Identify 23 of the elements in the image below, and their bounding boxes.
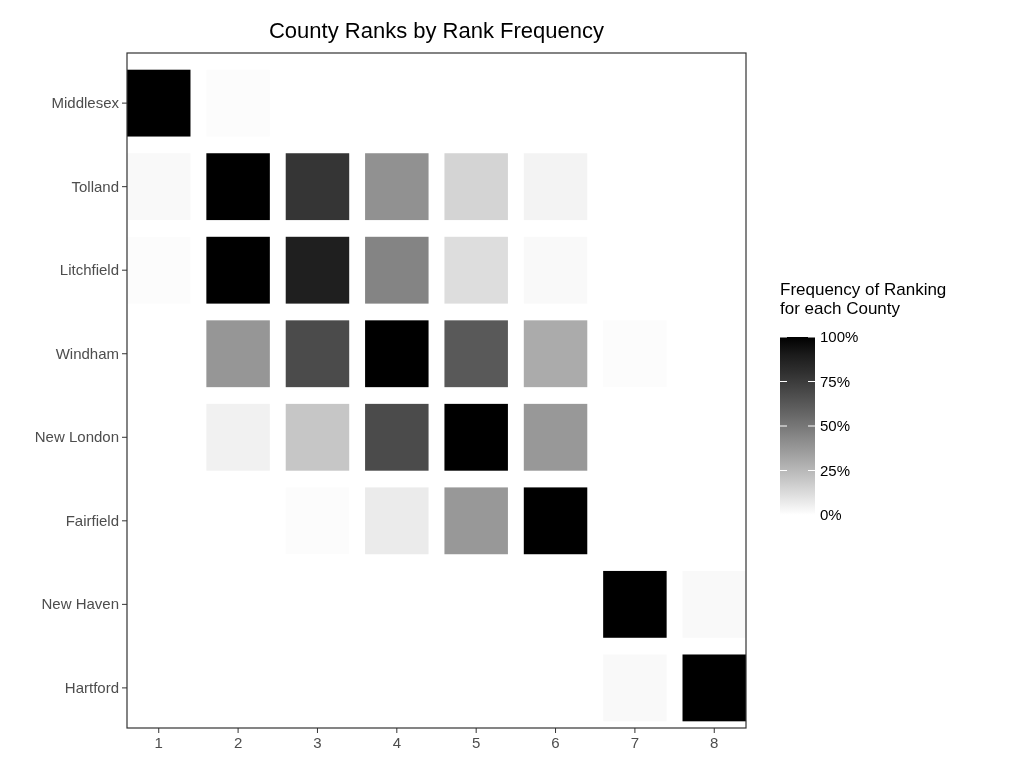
color-bar-label: 50% bbox=[820, 417, 851, 434]
y-tick-label: Fairfield bbox=[65, 511, 119, 529]
y-tick-label: New London bbox=[34, 428, 119, 446]
y-tick-label: New Haven bbox=[41, 595, 119, 613]
color-bar-label: 75% bbox=[820, 372, 851, 390]
x-tick-label: 1 bbox=[154, 734, 163, 751]
legend-title: Frequency of Ranking for each County bbox=[780, 280, 947, 318]
y-tick-label: Middlesex bbox=[51, 94, 120, 112]
color-bar-label: 25% bbox=[820, 461, 851, 479]
x-tick-label: 5 bbox=[472, 734, 481, 751]
x-tick-label: 8 bbox=[710, 734, 719, 751]
x-tick-label: 7 bbox=[630, 734, 640, 751]
y-tick-label: Windham bbox=[55, 344, 119, 362]
x-tick-label: 6 bbox=[551, 734, 560, 751]
color-bar-label: 100% bbox=[820, 328, 859, 345]
y-tick-label: Litchfield bbox=[59, 261, 119, 279]
chart-title: County Ranks by Rank Frequency bbox=[268, 18, 605, 43]
y-tick-label: Hartford bbox=[64, 678, 119, 696]
color-bar-label: 0% bbox=[820, 506, 842, 523]
x-tick-label: 3 bbox=[313, 734, 322, 751]
x-tick-label: 4 bbox=[392, 734, 401, 751]
x-tick-label: 2 bbox=[233, 734, 243, 751]
y-tick-label: Tolland bbox=[71, 177, 119, 195]
